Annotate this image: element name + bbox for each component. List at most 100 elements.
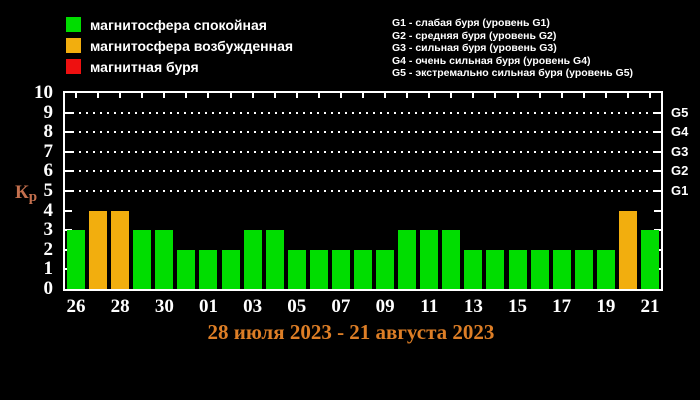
y-tick-mark-left <box>65 131 72 134</box>
kp-bar <box>243 230 262 289</box>
legend-item-label: магнитосфера спокойная <box>90 16 267 33</box>
right-axis-label-g5: G5 <box>671 104 689 120</box>
kp-bar <box>155 230 174 289</box>
x-tick-label: 09 <box>375 296 395 317</box>
x-tick-mark-top <box>516 93 519 98</box>
storm-color-swatch <box>66 59 81 74</box>
y-tick-mark-right <box>654 111 661 114</box>
x-tick-mark-top <box>163 93 166 98</box>
x-tick-mark-top <box>428 93 431 98</box>
kp-bar <box>177 249 196 289</box>
x-tick-label: 17 <box>552 296 572 317</box>
kp-bar <box>331 249 350 289</box>
storm-level-legend: G1 - слабая буря (уровень G1) G2 - средн… <box>392 17 633 80</box>
storm-level-g5: G5 - экстремально сильная буря (уровень … <box>392 67 634 80</box>
storm-level-g1: G1 - слабая буря (уровень G1) <box>392 17 550 29</box>
y-tick-mark-right <box>654 190 661 192</box>
plot-area <box>63 91 663 291</box>
kp-bar <box>486 249 505 289</box>
kp-bar <box>199 249 218 289</box>
legend: магнитосфера спокойная магнитосфера возб… <box>66 14 293 77</box>
g-level-axis: G1 G2 G3 G4 G5 <box>671 91 699 291</box>
plot-inner <box>65 93 661 289</box>
kp-bar <box>420 230 439 289</box>
x-tick-label: 26 <box>66 296 86 317</box>
y-tick-label: 2 <box>43 238 54 260</box>
y-tick-mark-right <box>654 229 661 232</box>
x-tick-label: 30 <box>154 296 174 317</box>
y-axis: 0 1 2 3 4 5 6 7 8 9 10 <box>0 82 58 299</box>
x-tick-mark-top <box>207 93 210 98</box>
legend-item-quiet: магнитосфера спокойная <box>66 14 293 35</box>
kp-bar <box>442 230 461 289</box>
kp-bar <box>354 249 372 289</box>
y-tick-mark-left <box>65 150 72 153</box>
kp-bar <box>265 230 284 289</box>
kp-bar <box>111 210 130 289</box>
legend-item-label: магнитосфера возбужденная <box>90 37 294 54</box>
legend-item-label: магнитная буря <box>90 58 199 75</box>
right-axis-label-g2: G2 <box>671 163 689 179</box>
gridline <box>65 190 661 192</box>
storm-level-g4: G4 - очень сильная буря (уровень G4) <box>392 54 591 67</box>
kp-bar <box>508 249 527 289</box>
y-tick-mark-left <box>65 111 72 114</box>
kp-bar <box>221 249 240 289</box>
gridline <box>65 150 661 153</box>
kp-bar <box>309 249 328 289</box>
right-axis-label-g1: G1 <box>671 183 689 198</box>
y-tick-label: 7 <box>43 140 54 162</box>
x-tick-mark-top <box>560 93 563 98</box>
kp-bar <box>133 230 152 289</box>
kp-bar <box>398 230 417 289</box>
y-tick-mark-right <box>654 150 661 153</box>
x-tick-label: 11 <box>420 296 439 317</box>
x-tick-label: 21 <box>640 296 660 317</box>
x-tick-label: 07 <box>331 296 351 317</box>
x-tick-mark-top <box>295 93 298 98</box>
gridline <box>65 170 661 173</box>
quiet-color-swatch <box>66 17 81 32</box>
kp-bar <box>618 210 637 289</box>
x-tick-mark-top <box>538 93 541 98</box>
right-axis-label-g4: G4 <box>671 124 689 140</box>
x-tick-mark-top <box>494 93 497 98</box>
x-tick-label: 05 <box>287 296 307 317</box>
y-tick-label: 5 <box>43 180 54 201</box>
x-tick-mark-top <box>626 93 629 98</box>
x-tick-label: 15 <box>508 296 528 317</box>
kp-axis-label: Кр <box>15 182 37 205</box>
x-axis: 26 28 30 01 03 05 07 09 11 13 15 17 19 21 <box>63 296 663 318</box>
x-tick-label: 01 <box>198 296 218 317</box>
excited-color-swatch <box>66 38 81 53</box>
kp-bar <box>596 249 615 289</box>
x-tick-mark-top <box>384 93 387 98</box>
kp-bar <box>376 249 395 289</box>
kp-bar <box>464 249 483 289</box>
x-tick-mark-top <box>251 93 254 98</box>
kp-bar <box>552 249 571 289</box>
x-tick-mark-top <box>582 93 585 98</box>
gridline <box>65 131 661 134</box>
kp-axis-label-main: К <box>15 182 29 203</box>
y-tick-label: 10 <box>34 82 53 103</box>
x-tick-mark-top <box>97 93 100 98</box>
right-axis-label-g3: G3 <box>671 143 689 159</box>
y-tick-mark-left <box>65 229 72 232</box>
x-tick-mark-top <box>339 93 342 98</box>
x-tick-mark-top <box>472 93 475 98</box>
y-tick-mark-left <box>65 209 72 212</box>
x-tick-mark-top <box>185 93 188 98</box>
kp-bar <box>287 249 306 289</box>
y-tick-label: 3 <box>43 219 54 241</box>
x-tick-mark-top <box>119 93 122 98</box>
y-tick-label: 6 <box>43 160 54 182</box>
gridline <box>65 111 661 114</box>
x-tick-mark-top <box>450 93 453 98</box>
kp-bar <box>574 249 593 289</box>
x-tick-mark-top <box>406 93 409 98</box>
x-tick-mark-top <box>604 93 607 98</box>
x-tick-mark-top <box>317 93 320 98</box>
y-tick-mark-left <box>65 170 72 173</box>
